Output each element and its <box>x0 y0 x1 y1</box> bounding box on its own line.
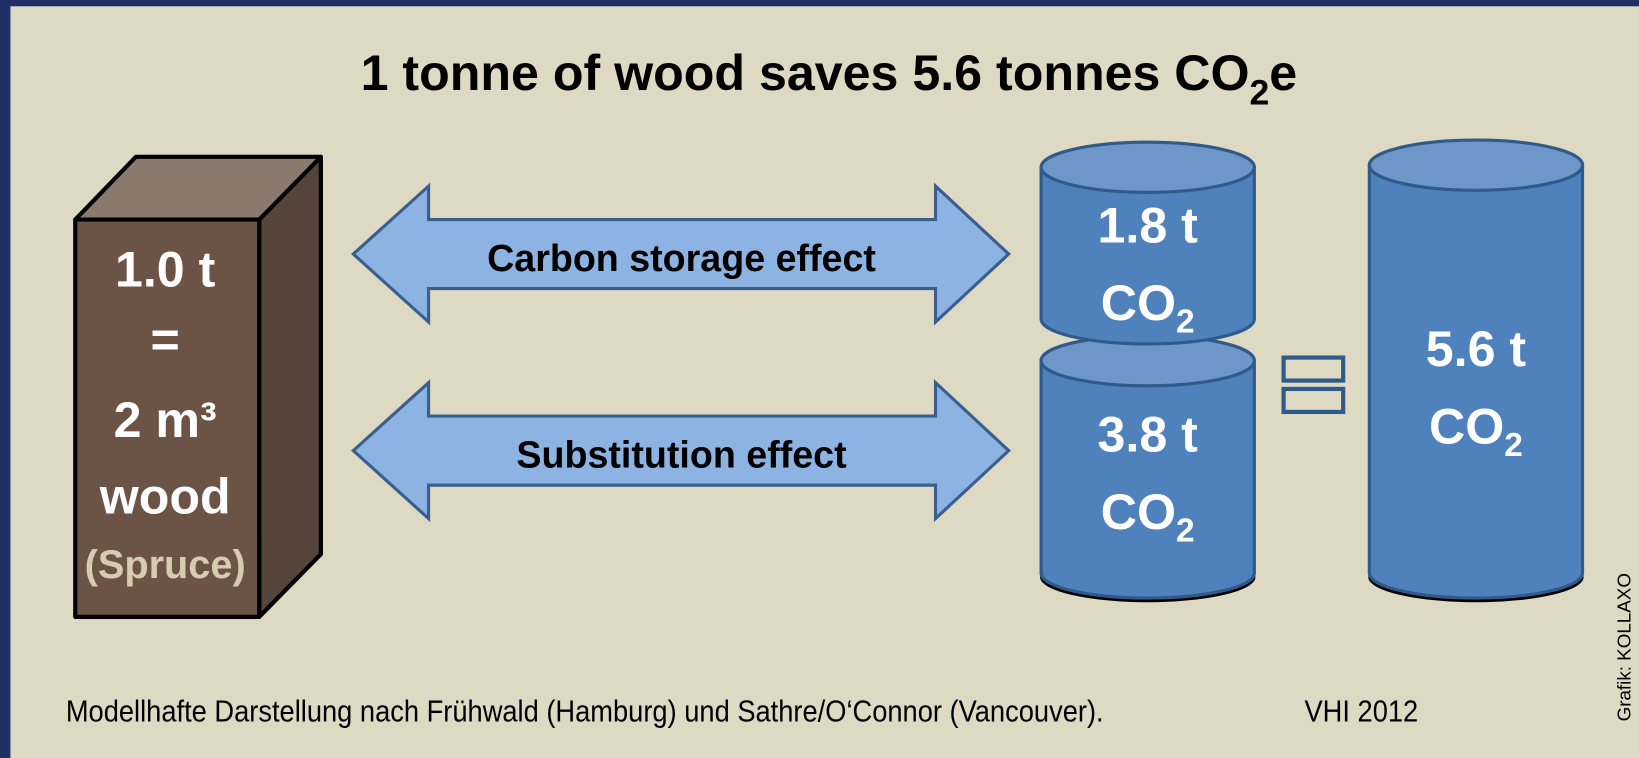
cylinder-amount: 1.8 t <box>1098 198 1199 254</box>
footer-source: Modellhafte Darstellung nach Frühwald (H… <box>66 695 1104 729</box>
cylinder-body <box>1369 165 1582 598</box>
subscript: 2 <box>1504 427 1523 464</box>
unit: CO <box>1101 275 1176 331</box>
arrow-label: Carbon storage effect <box>487 237 876 279</box>
cylinder-top <box>1369 140 1582 190</box>
title-text: 1 tonne of wood saves 5.6 tonnes CO <box>361 45 1250 101</box>
block-side <box>259 157 321 617</box>
diagram: 1 tonne of wood saves 5.6 tonnes CO2e 1.… <box>0 0 1639 758</box>
block-line: 1.0 t <box>115 241 216 297</box>
cylinder-amount: 3.8 t <box>1098 407 1199 463</box>
footer-publisher: VHI 2012 <box>1305 695 1419 729</box>
subscript: 2 <box>1176 303 1195 340</box>
credit: Grafik: KOLLAXO <box>1614 573 1635 721</box>
arrow-label: Substitution effect <box>516 433 847 475</box>
title-subscript: 2 <box>1250 73 1270 113</box>
block-line: wood <box>99 468 231 524</box>
block-species: (Spruce) <box>85 543 246 587</box>
block-line: 2 m³ <box>114 392 217 448</box>
unit: CO <box>1429 398 1504 454</box>
title-suffix: e <box>1269 45 1297 101</box>
cylinder-body <box>1041 361 1254 598</box>
page: 1 tonne of wood saves 5.6 tonnes CO2e 1.… <box>0 0 1639 758</box>
unit: CO <box>1101 484 1176 540</box>
block-line: = <box>151 312 180 368</box>
subscript: 2 <box>1176 513 1195 550</box>
cylinder-amount: 5.6 t <box>1426 321 1527 377</box>
cylinder-top <box>1041 142 1254 192</box>
